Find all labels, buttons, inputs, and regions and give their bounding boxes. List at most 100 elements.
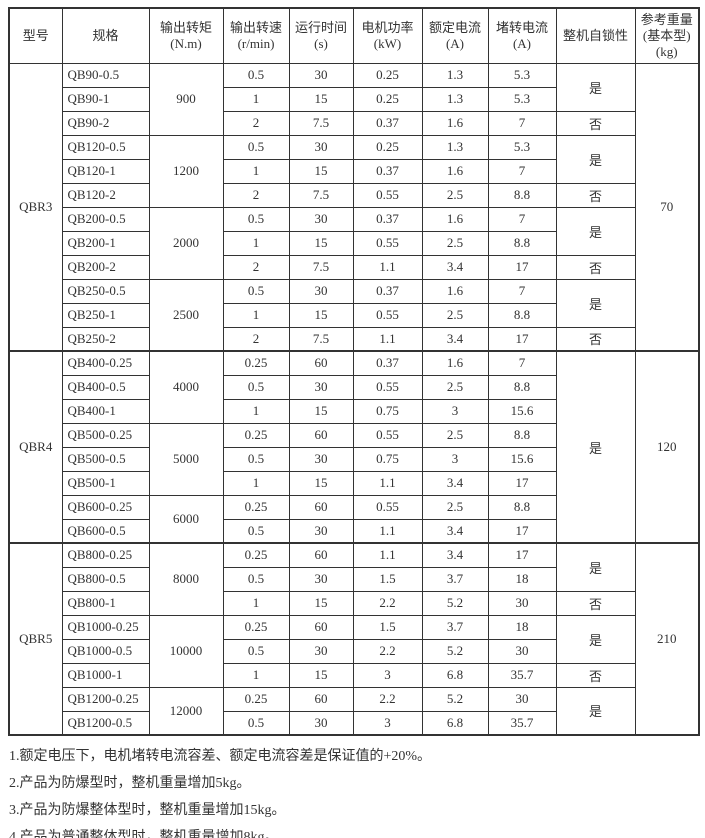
- spec-cell: QB400-1: [61, 398, 150, 424]
- power-cell: 0.55: [352, 422, 423, 448]
- time-cell: 60: [288, 614, 354, 640]
- column-header-line: (基本型): [642, 27, 691, 43]
- speed-cell: 1: [222, 86, 290, 112]
- time-cell: 15: [288, 662, 354, 688]
- stall-current-cell: 17: [487, 470, 557, 496]
- rated-current-cell: 2.5: [421, 422, 489, 448]
- spec-cell: QB200-0.5: [61, 206, 150, 232]
- rated-current-cell: 3.4: [421, 518, 489, 544]
- power-cell: 0.25: [352, 86, 423, 112]
- stall-current-cell: 35.7: [487, 710, 557, 736]
- speed-cell: 0.25: [222, 686, 290, 712]
- time-cell: 30: [288, 446, 354, 472]
- rated-current-cell: 3.4: [421, 470, 489, 496]
- spec-cell: QB120-0.5: [61, 134, 150, 160]
- spec-cell: QB200-1: [61, 230, 150, 256]
- time-cell: 30: [288, 518, 354, 544]
- column-header-line: 堵转电流: [495, 19, 548, 35]
- stall-current-cell: 8.8: [487, 422, 557, 448]
- model-cell: QBR5: [8, 542, 63, 736]
- table-row: QB1000-0.5 0.5 30 2.2 5.2 30: [9, 638, 699, 664]
- rated-current-cell: 1.3: [421, 86, 489, 112]
- self-lock-cell: 否: [555, 182, 636, 208]
- stall-current-cell: 17: [487, 326, 557, 352]
- speed-cell: 0.5: [222, 638, 290, 664]
- speed-cell: 0.25: [222, 494, 290, 520]
- time-cell: 15: [288, 590, 354, 616]
- power-cell: 0.37: [352, 206, 423, 232]
- power-cell: 0.37: [352, 350, 423, 376]
- torque-cell: 6000: [148, 494, 224, 544]
- stall-current-cell: 30: [487, 638, 557, 664]
- table-row: QBR3 QB90-0.5 900 0.5 30 0.25 1.3 5.3 是 70: [8, 62, 700, 352]
- spec-cell: QB1000-0.5: [61, 638, 150, 664]
- time-cell: 60: [288, 422, 354, 448]
- torque-cell: 900: [148, 62, 224, 136]
- rated-current-cell: 5.2: [421, 590, 489, 616]
- speed-cell: 2: [222, 110, 290, 136]
- rated-current-cell: 3.4: [421, 542, 489, 568]
- self-lock-cell: 是: [555, 350, 636, 544]
- power-cell: 0.55: [352, 374, 423, 400]
- table-row: QB250-1 1 15 0.55 2.5 8.8: [9, 302, 699, 328]
- rated-current-cell: 2.5: [421, 302, 489, 328]
- spec-cell: QB400-0.25: [61, 350, 150, 376]
- column-header-line: 电机功率: [361, 19, 414, 35]
- speed-cell: 0.5: [222, 446, 290, 472]
- stall-current-cell: 7: [487, 158, 557, 184]
- torque-cell: 1200: [148, 134, 224, 208]
- rated-current-cell: 1.3: [421, 62, 489, 88]
- rated-current-cell: 1.6: [421, 350, 489, 376]
- time-cell: 30: [288, 638, 354, 664]
- time-cell: 30: [288, 566, 354, 592]
- model-cell: QBR3: [8, 62, 63, 352]
- table-row: QB600-0.25 6000 0.25 60 0.55 2.5 8.8: [9, 494, 699, 544]
- stall-current-cell: 18: [487, 566, 557, 592]
- power-cell: 0.37: [352, 110, 423, 136]
- torque-cell: 8000: [148, 542, 224, 616]
- stall-current-cell: 5.3: [487, 134, 557, 160]
- stall-current-cell: 7: [487, 110, 557, 136]
- table-row: QB400-0.5 0.5 30 0.55 2.5 8.8: [9, 374, 699, 400]
- column-header-rated-current: 额定电流 (A): [421, 7, 489, 64]
- time-cell: 60: [288, 350, 354, 376]
- self-lock-cell: 否: [555, 662, 636, 688]
- table-row: QB1000-0.25 10000 0.25 60 1.5 3.7 18 是: [9, 614, 699, 688]
- table-row: QB120-1 1 15 0.37 1.6 7: [9, 158, 699, 184]
- stall-current-cell: 8.8: [487, 182, 557, 208]
- time-cell: 60: [288, 686, 354, 712]
- speed-cell: 0.25: [222, 350, 290, 376]
- speed-cell: 1: [222, 590, 290, 616]
- spec-cell: QB500-0.25: [61, 422, 150, 448]
- stall-current-cell: 5.3: [487, 86, 557, 112]
- power-cell: 2.2: [352, 590, 423, 616]
- spec-table: 型号 规格 输出转矩 (N.m) 输出转速 (r/min) 运行时间 (s) 电机功率 (kW) 额…: [8, 7, 700, 736]
- table-row: QBR5 QB800-0.25 8000 0.25 60 1.1 3.4 17 是 210: [8, 542, 700, 736]
- weight-cell: 120: [634, 350, 700, 544]
- self-lock-cell: 否: [555, 254, 636, 280]
- power-cell: 0.55: [352, 230, 423, 256]
- column-header-torque: 输出转矩 (N.m): [148, 7, 224, 64]
- column-header-line: (r/min): [237, 35, 275, 51]
- footnote-4: 4.产品为普通整体型时，整机重量增加8kg。: [9, 830, 279, 838]
- speed-cell: 0.5: [222, 518, 290, 544]
- rated-current-cell: 6.8: [421, 710, 489, 736]
- column-header-line: 整机自锁性: [562, 27, 628, 43]
- power-cell: 2.2: [352, 686, 423, 712]
- table-row: QB250-2 2 7.5 1.1 3.4 17 否: [9, 326, 699, 352]
- table-row: QB120-0.5 1200 0.5 30 0.25 1.3 5.3 是: [9, 134, 699, 208]
- power-cell: 0.55: [352, 494, 423, 520]
- speed-cell: 0.5: [222, 62, 290, 88]
- speed-cell: 0.25: [222, 542, 290, 568]
- weight-cell: 70: [634, 62, 700, 352]
- rated-current-cell: 3: [421, 446, 489, 472]
- stall-current-cell: 7: [487, 350, 557, 376]
- table-row: QB250-0.5 2500 0.5 30 0.37 1.6 7 是: [9, 278, 699, 352]
- column-header-spec: 规格: [61, 7, 150, 64]
- rated-current-cell: 3.7: [421, 566, 489, 592]
- column-header-line: 运行时间: [294, 19, 347, 35]
- column-header-self-lock: 整机自锁性: [555, 7, 636, 64]
- self-lock-cell: 是: [555, 614, 636, 664]
- rated-current-cell: 1.6: [421, 110, 489, 136]
